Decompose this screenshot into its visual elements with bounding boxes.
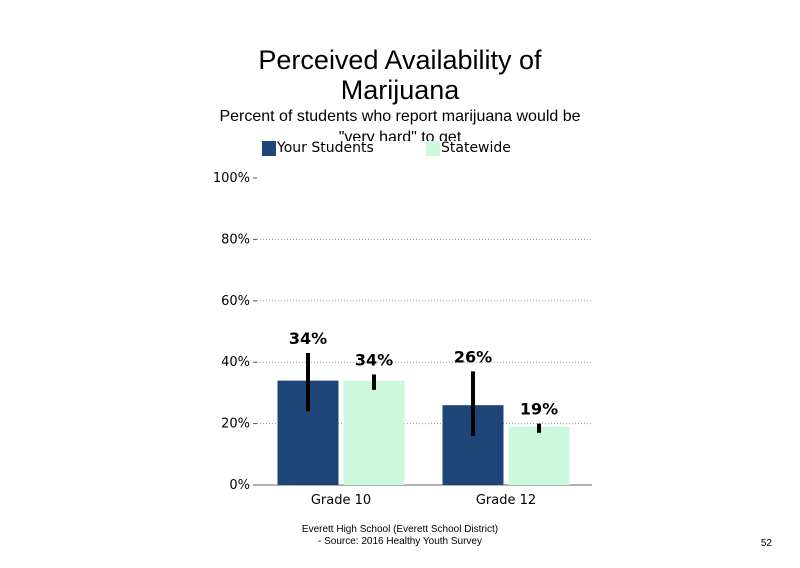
chart-subtitle: Percent of students who report marijuana… <box>219 108 581 141</box>
y-tick-label: 100% <box>213 171 250 186</box>
footer: Everett High School (Everett School Dist… <box>250 524 550 548</box>
y-tick-label: 40% <box>221 355 250 370</box>
bar <box>343 380 405 485</box>
legend-label-your-students: Your Students <box>277 140 374 156</box>
legend: Your Students Statewide <box>262 140 622 158</box>
data-label: 34% <box>355 350 393 369</box>
page-number: 52 <box>760 538 772 549</box>
footer-school: Everett High School (Everett School Dist… <box>301 524 499 535</box>
data-label: 34% <box>289 329 327 348</box>
legend-label-statewide: Statewide <box>441 140 511 156</box>
bar <box>508 426 570 485</box>
x-tick-label: Grade 12 <box>476 493 536 508</box>
footer-source: - Source: 2016 Healthy Youth Survey <box>318 536 482 547</box>
legend-item-statewide: Statewide <box>426 140 511 156</box>
x-tick-label: Grade 10 <box>311 493 371 508</box>
y-tick-label: 0% <box>229 478 250 493</box>
legend-swatch-your-students <box>262 140 276 156</box>
legend-item-your-students: Your Students <box>262 140 374 156</box>
chart-title: Perceived Availability of Marijuana <box>258 45 542 105</box>
legend-swatch-statewide <box>426 140 440 156</box>
data-label: 26% <box>454 347 492 366</box>
y-tick-label: 20% <box>221 417 250 432</box>
data-label: 19% <box>520 400 558 419</box>
y-tick-label: 80% <box>221 232 250 247</box>
y-tick-label: 60% <box>221 294 250 309</box>
